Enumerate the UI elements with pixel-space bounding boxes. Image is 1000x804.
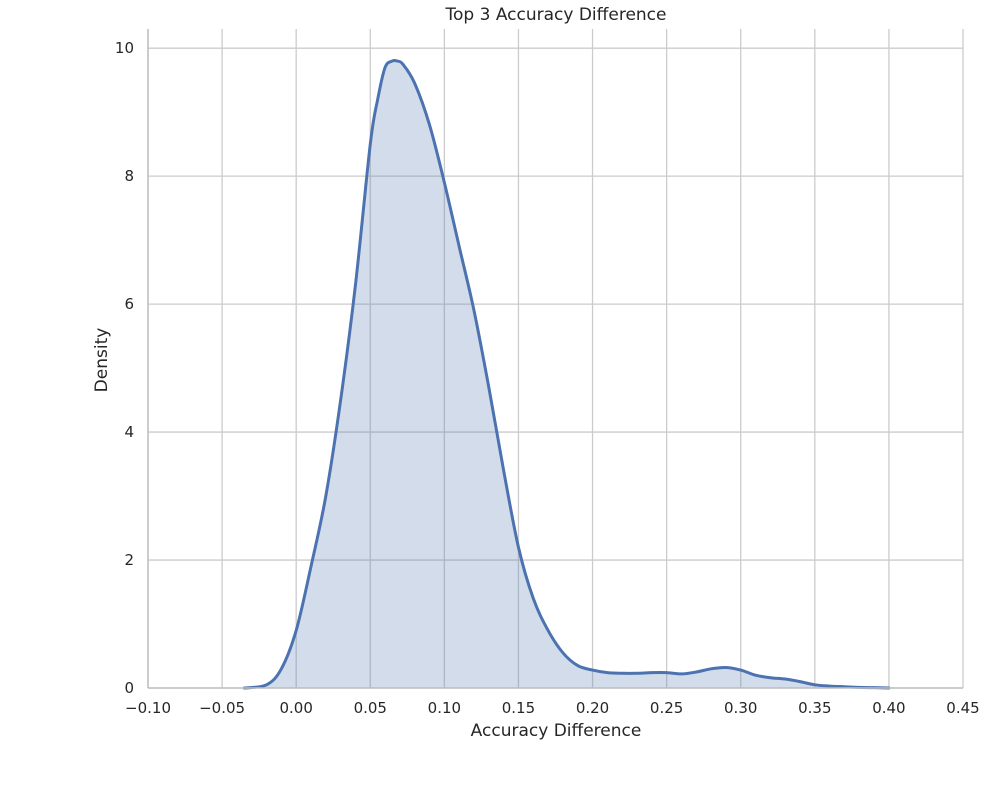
x-tick-label: 0.05 — [354, 699, 387, 717]
x-tick-label: 0.40 — [872, 699, 905, 717]
x-tick-label: 0.25 — [650, 699, 683, 717]
x-tick-label: 0.35 — [798, 699, 831, 717]
chart-title: Top 3 Accuracy Difference — [445, 5, 667, 25]
density-line — [242, 58, 891, 690]
x-tick-label: −0.10 — [125, 699, 171, 717]
y-tick-label: 2 — [124, 551, 134, 569]
x-tick-label: 0.00 — [279, 699, 312, 717]
x-tick-label: 0.20 — [576, 699, 609, 717]
axes — [147, 29, 963, 689]
density-fill — [244, 60, 889, 689]
x-tick-label: −0.05 — [199, 699, 245, 717]
grid — [147, 29, 964, 689]
y-tick-label: 8 — [124, 167, 134, 185]
density-area-layer — [242, 58, 891, 690]
x-tick-label: 0.15 — [502, 699, 535, 717]
x-tick-label: 0.30 — [724, 699, 757, 717]
y-tick-label: 0 — [124, 679, 134, 697]
x-tick-label: 0.45 — [946, 699, 979, 717]
x-axis-title: Accuracy Difference — [471, 721, 642, 741]
x-tick-labels: −0.10 −0.05 0.00 0.05 0.10 0.15 0.20 0.25 0.30 0.… — [125, 699, 980, 717]
y-tick-labels: 0 2 4 6 8 10 — [115, 39, 134, 697]
y-tick-label: 4 — [124, 423, 134, 441]
y-axis-title: Density — [92, 328, 112, 393]
y-tick-label: 10 — [115, 39, 134, 57]
y-tick-label: 6 — [124, 295, 134, 313]
x-tick-label: 0.10 — [428, 699, 461, 717]
